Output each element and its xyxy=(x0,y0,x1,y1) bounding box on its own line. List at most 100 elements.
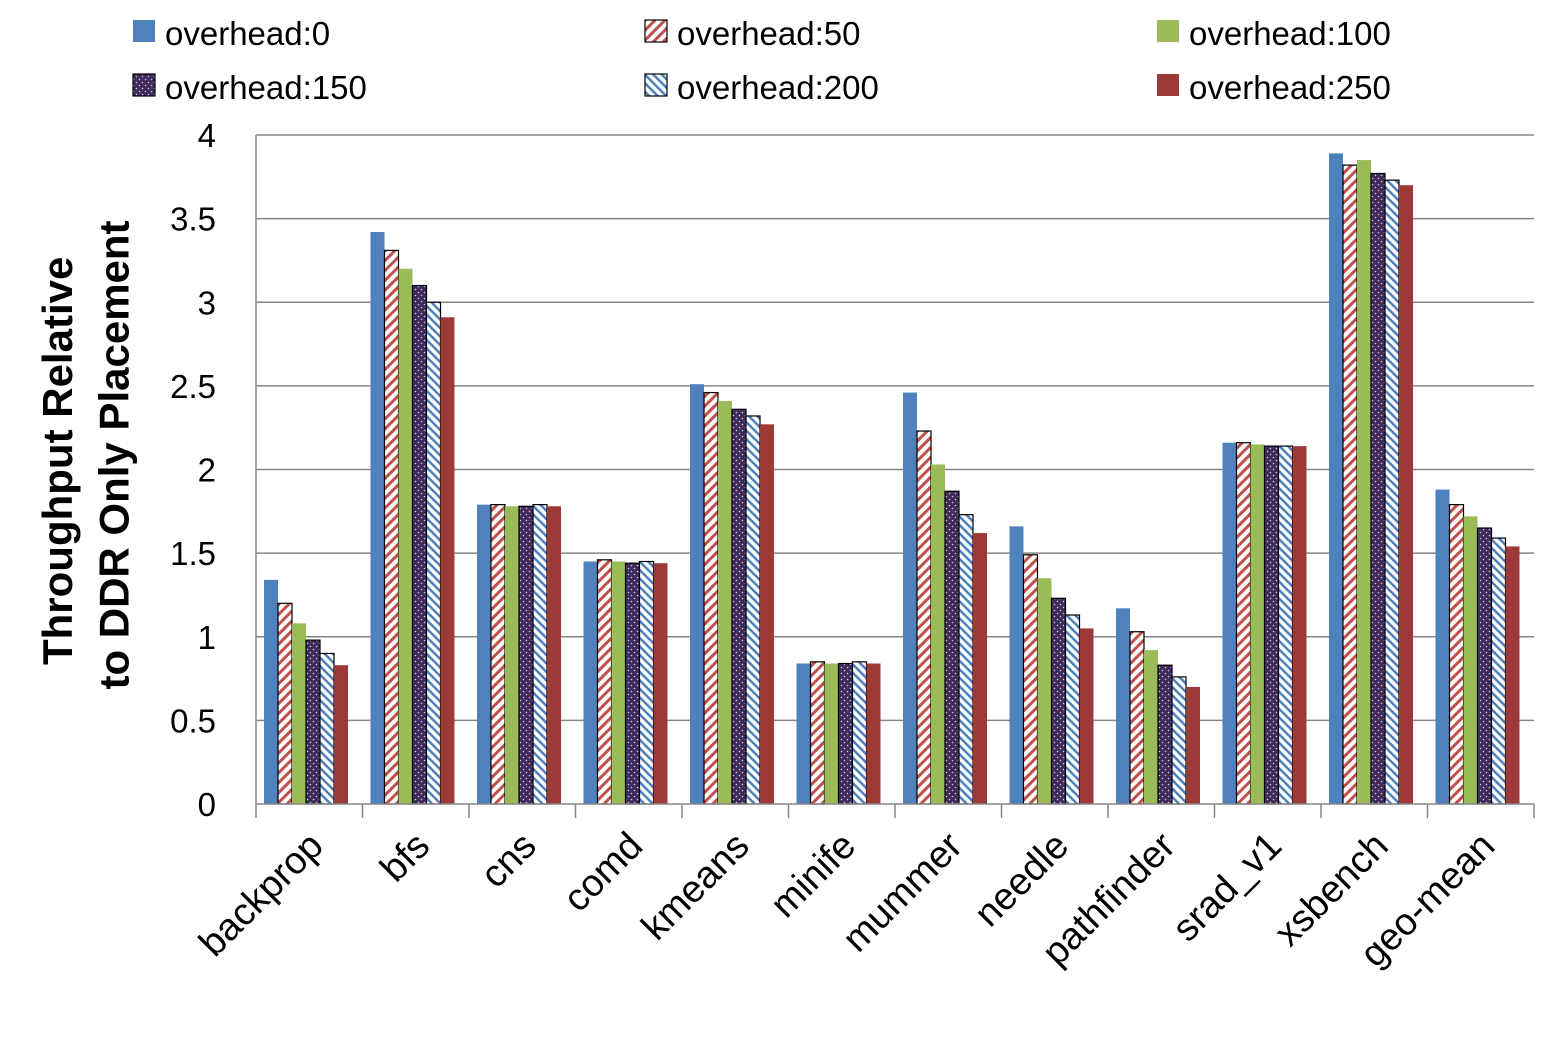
legend-label: overhead:150 xyxy=(165,69,367,106)
bar xyxy=(440,317,455,804)
bar-group-comd xyxy=(583,559,668,805)
bar-group-geo-mean xyxy=(1435,489,1520,805)
bar xyxy=(824,663,839,804)
bar xyxy=(305,639,321,805)
legend-swatch xyxy=(644,73,668,97)
x-tick-label: kmeans xyxy=(634,825,758,949)
bar xyxy=(1064,614,1081,805)
bar xyxy=(425,301,442,805)
bar xyxy=(718,400,732,804)
bar xyxy=(1186,686,1200,804)
bar xyxy=(958,514,974,805)
legend-item: overhead:100 xyxy=(1157,15,1391,52)
x-tick-label: mummer xyxy=(835,824,971,960)
bar xyxy=(944,490,960,805)
legend-item: overhead:200 xyxy=(644,69,879,106)
bar xyxy=(518,505,534,805)
legend-swatch xyxy=(644,19,668,43)
bar-group-pathfinder xyxy=(1116,608,1200,805)
bar xyxy=(1171,676,1187,805)
y-tick-label: 3.5 xyxy=(170,201,216,238)
bar xyxy=(1329,153,1343,804)
bar xyxy=(760,424,774,804)
x-tick-label: backprop xyxy=(191,825,331,965)
bar xyxy=(903,392,917,804)
bar xyxy=(477,504,491,804)
bar xyxy=(370,232,385,804)
y-tick-label: 2 xyxy=(198,452,216,489)
bar xyxy=(383,249,400,805)
legend-swatch xyxy=(133,20,155,42)
bar xyxy=(611,561,626,804)
x-axis xyxy=(255,135,1535,818)
bar xyxy=(851,661,868,805)
bar xyxy=(264,579,278,804)
bar xyxy=(916,430,932,805)
legend: overhead:0 overhead:50 overhead:100 overhea… xyxy=(132,15,1391,106)
bar xyxy=(1157,664,1173,805)
y-tick-label: 4 xyxy=(198,117,216,154)
x-tick-label: cns xyxy=(473,825,545,897)
bar xyxy=(690,384,704,804)
legend-swatch xyxy=(132,73,156,97)
legend-swatch xyxy=(1157,20,1179,42)
bar xyxy=(973,533,987,804)
bar xyxy=(1292,446,1307,804)
bar xyxy=(490,504,506,805)
bar xyxy=(653,563,668,804)
legend-label: overhead:50 xyxy=(677,15,860,52)
bar xyxy=(745,415,761,805)
y-tick-label: 1.5 xyxy=(170,535,216,572)
bar xyxy=(1342,164,1358,805)
bar-group-cns xyxy=(477,504,561,805)
bar xyxy=(703,391,719,805)
bar xyxy=(1435,489,1450,804)
bar xyxy=(292,623,306,804)
legend-label: overhead:100 xyxy=(1189,15,1391,52)
bar xyxy=(1235,442,1252,805)
bar xyxy=(796,663,811,804)
bar xyxy=(1116,608,1130,804)
bar xyxy=(505,506,519,804)
y-axis-tick-labels: 0 0.5 1 1.5 2 2.5 3 3.5 4 xyxy=(170,117,216,823)
legend-item: overhead:0 xyxy=(133,15,330,52)
bar xyxy=(1476,527,1493,805)
legend-label: overhead:200 xyxy=(677,69,879,106)
y-tick-label: 0.5 xyxy=(170,702,216,739)
bar xyxy=(1399,185,1413,805)
bars xyxy=(264,153,1520,805)
y-axis-label-line-2: to DDR Only Placement xyxy=(91,220,138,689)
y-tick-label: 0 xyxy=(198,786,216,823)
bar xyxy=(837,662,854,805)
x-tick-label: srad_v1 xyxy=(1165,825,1290,950)
bar xyxy=(1277,445,1294,805)
bar xyxy=(583,561,598,804)
bar xyxy=(1129,631,1145,805)
bar xyxy=(1490,537,1507,805)
bar-group-srad_v1 xyxy=(1222,442,1307,805)
y-tick-label: 2.5 xyxy=(170,368,216,405)
bar-group-backprop xyxy=(264,579,348,805)
bar xyxy=(411,284,428,805)
legend-swatch xyxy=(1157,74,1179,96)
x-tick-label: comd xyxy=(556,825,651,920)
bar xyxy=(1009,526,1024,804)
bar xyxy=(624,562,641,805)
bar xyxy=(1263,445,1280,805)
y-axis-label: Throughput Relative to DDR Only Placemen… xyxy=(34,220,138,689)
bar xyxy=(398,268,413,804)
bar xyxy=(1050,597,1067,805)
bar-group-mummer xyxy=(903,392,987,805)
y-tick-label: 3 xyxy=(198,284,216,321)
bar xyxy=(277,602,293,805)
legend-label: overhead:0 xyxy=(165,15,330,52)
bar xyxy=(1357,160,1371,804)
y-axis-label-line-1: Throughput Relative xyxy=(34,257,81,665)
bar xyxy=(596,559,613,805)
bar xyxy=(731,408,747,805)
bar xyxy=(334,665,348,804)
bar xyxy=(1222,442,1237,804)
x-tick-label: bfs xyxy=(373,825,439,891)
